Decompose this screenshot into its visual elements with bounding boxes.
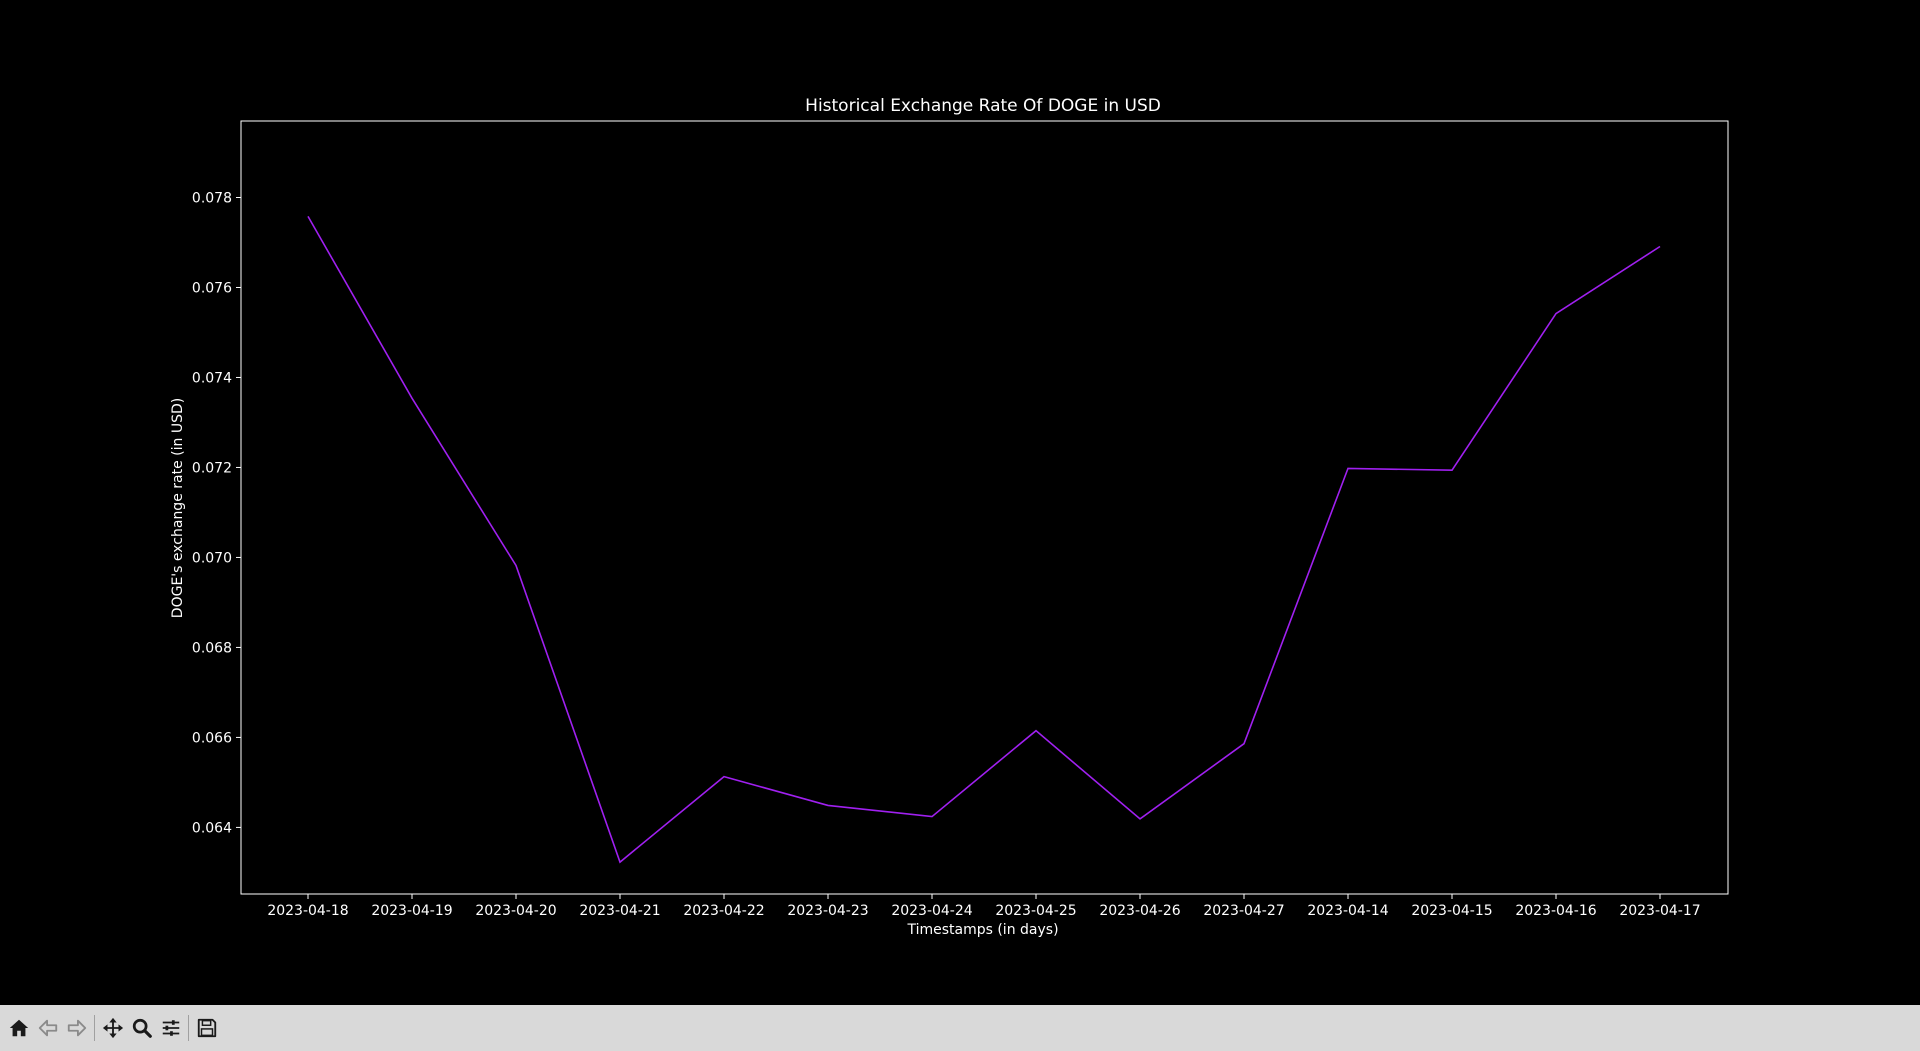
x-tick-label: 2023-04-15 [1411, 903, 1492, 919]
sliders-icon [162, 1020, 179, 1036]
navigation-toolbar [0, 1005, 1920, 1051]
configure-subplots-button[interactable] [156, 1013, 185, 1043]
toolbar-separator [94, 1015, 95, 1041]
y-tick-label: 0.066 [192, 730, 232, 746]
back-button[interactable] [33, 1013, 62, 1043]
magnifier-icon [132, 1018, 152, 1038]
y-tick-label: 0.068 [192, 640, 232, 656]
x-tick-label: 2023-04-18 [267, 903, 348, 919]
axes-frame [240, 120, 1729, 895]
forward-arrow-icon [67, 1019, 86, 1037]
y-tick-label: 0.072 [192, 460, 232, 476]
x-axis-label: Timestamps (in days) [906, 922, 1058, 938]
x-tick-label: 2023-04-16 [1515, 903, 1596, 919]
forward-button[interactable] [62, 1013, 91, 1043]
line-chart: Historical Exchange Rate Of DOGE in USD … [170, 96, 1729, 938]
series-line [307, 216, 1661, 864]
x-axis: 2023-04-18 2023-04-19 2023-04-20 2023-04-21… [267, 894, 1701, 919]
floppy-disk-icon [197, 1018, 216, 1038]
save-button[interactable] [192, 1013, 221, 1043]
y-axis: 0.064 0.066 0.068 0.070 0.072 0.074 0.076 0.078 [192, 190, 241, 836]
y-tick-label: 0.064 [192, 820, 232, 836]
x-tick-label: 2023-04-20 [475, 903, 556, 919]
y-tick-label: 0.076 [192, 280, 232, 296]
x-tick-label: 2023-04-27 [1203, 903, 1284, 919]
y-tick-label: 0.070 [192, 550, 232, 566]
x-tick-label: 2023-04-24 [891, 903, 972, 919]
toolbar-separator [188, 1015, 189, 1041]
x-tick-label: 2023-04-21 [579, 903, 660, 919]
zoom-button[interactable] [127, 1013, 156, 1043]
x-tick-label: 2023-04-17 [1619, 903, 1700, 919]
y-tick-label: 0.074 [192, 370, 232, 386]
x-tick-label: 2023-04-26 [1099, 903, 1180, 919]
x-tick-label: 2023-04-14 [1307, 903, 1388, 919]
x-tick-label: 2023-04-25 [995, 903, 1076, 919]
x-tick-label: 2023-04-22 [683, 903, 764, 919]
y-tick-label: 0.078 [192, 190, 232, 206]
x-tick-label: 2023-04-19 [371, 903, 452, 919]
pan-button[interactable] [98, 1013, 127, 1043]
home-icon [9, 1019, 28, 1037]
chart-title: Historical Exchange Rate Of DOGE in USD [805, 96, 1161, 116]
x-tick-label: 2023-04-23 [787, 903, 868, 919]
figure-canvas: Historical Exchange Rate Of DOGE in USD … [170, 96, 1729, 938]
move-icon [102, 1017, 123, 1039]
y-axis-label: DOGE's exchange rate (in USD) [170, 398, 186, 618]
back-arrow-icon [38, 1019, 57, 1037]
home-button[interactable] [4, 1013, 33, 1043]
